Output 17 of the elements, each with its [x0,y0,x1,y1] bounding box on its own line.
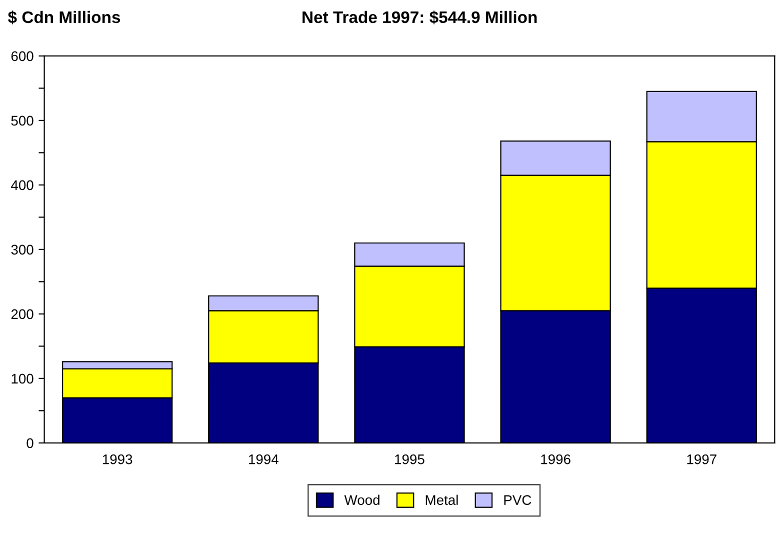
x-tick-label: 1997 [687,454,716,464]
y-axis-title: $ Cdn Millions [8,10,120,24]
y-tick-label: 500 [11,116,34,126]
legend-label: Wood [344,494,380,505]
legend-label: Metal [426,494,458,505]
x-tick-label: 1993 [102,454,132,464]
y-tick-label: 100 [12,374,34,384]
y-tick-label: 600 [11,51,34,62]
chart-title: Net Trade 1997: $544.9 Million [302,10,537,24]
x-tick-label: 1994 [249,454,278,464]
x-tick-label: 1995 [395,454,424,464]
legend-label: PVC [504,495,532,505]
y-tick-label: 400 [11,180,34,190]
y-tick-label: 200 [11,309,34,320]
y-tick-label: 0 [26,438,34,448]
y-tick-label: 300 [11,244,34,255]
x-tick-label: 1996 [541,454,570,464]
